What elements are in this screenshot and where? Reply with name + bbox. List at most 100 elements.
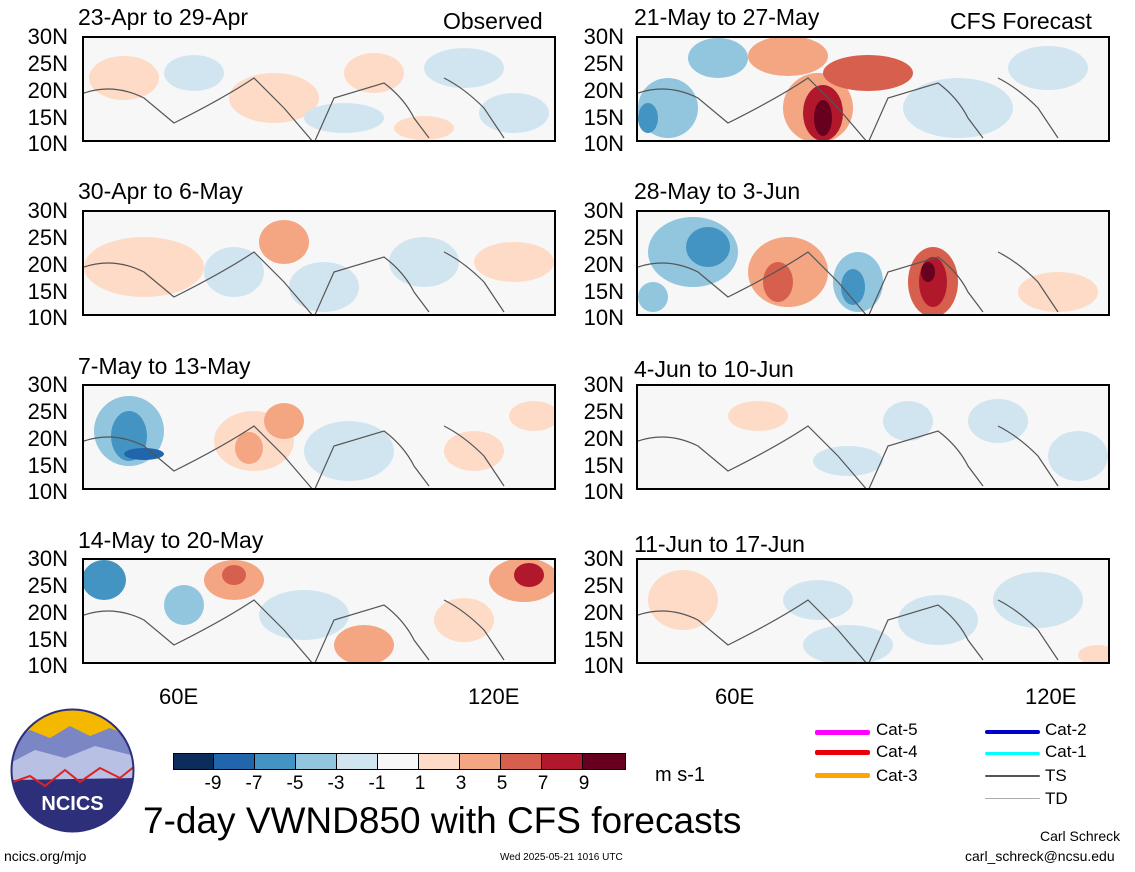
colorbar-label: -1 [368, 773, 386, 794]
lat-label: 30N [583, 546, 624, 571]
lat-label: 20N [583, 600, 624, 625]
footer-email: carl_schreck@ncsu.edu [965, 848, 1115, 864]
map-panel [636, 384, 1110, 490]
legend-label: Cat-4 [876, 742, 918, 761]
lat-label: 10N [583, 305, 624, 330]
legend-label: TD [1045, 789, 1068, 808]
lat-label: 30N [27, 372, 68, 397]
colorbar-swatch [582, 753, 626, 770]
legend-line-cat3 [815, 773, 870, 778]
lat-label: 15N [27, 627, 68, 652]
lat-label: 20N [583, 426, 624, 451]
map-panel [82, 210, 556, 316]
lat-label: 15N [583, 453, 624, 478]
colorbar-label: -7 [245, 773, 263, 794]
lat-label: 10N [583, 479, 624, 504]
panel-title: 30-Apr to 6-May [78, 178, 243, 204]
map-panel [636, 210, 1110, 316]
main-title: 7-day VWND850 with CFS forecasts [143, 800, 742, 841]
footer-timestamp: Wed 2025-05-21 1016 UTC [500, 852, 623, 863]
lon-label: 120E [1025, 684, 1077, 709]
lat-label: 15N [583, 105, 624, 130]
lat-label: 15N [27, 453, 68, 478]
map-panel [82, 384, 556, 490]
colorbar-label: 5 [496, 773, 508, 794]
colorbar-label: -9 [204, 773, 222, 794]
lat-label: 30N [583, 372, 624, 397]
lat-label: 30N [27, 198, 68, 223]
legend-line-td [985, 798, 1040, 799]
lat-label: 25N [583, 225, 624, 250]
lat-label: 10N [583, 653, 624, 678]
legend-line-cat1 [985, 752, 1040, 755]
legend-label: Cat-2 [1045, 720, 1087, 739]
legend-line-ts [985, 775, 1040, 777]
lat-label: 20N [27, 426, 68, 451]
lat-label: 30N [583, 198, 624, 223]
lon-label: 120E [468, 684, 520, 709]
colorbar-label: -3 [327, 773, 345, 794]
colorbar-label: 7 [537, 773, 549, 794]
lat-label: 15N [583, 627, 624, 652]
legend-label: TS [1045, 766, 1067, 785]
legend-label: Cat-1 [1045, 742, 1087, 761]
lat-label: 15N [583, 279, 624, 304]
colorbar-unit: m s-1 [655, 764, 705, 786]
colorbar-label: 9 [578, 773, 590, 794]
lat-label: 25N [583, 399, 624, 424]
lat-label: 25N [27, 51, 68, 76]
colorbar-swatch [173, 753, 214, 770]
map-panel [636, 36, 1110, 142]
colorbar-swatch [500, 753, 542, 770]
lat-label: 25N [583, 51, 624, 76]
panel-title: 11-Jun to 17-Jun [634, 531, 805, 557]
lat-label: 20N [27, 600, 68, 625]
footer-author: Carl Schreck [1040, 828, 1121, 844]
colorbar-label: 3 [455, 773, 467, 794]
panel-title: 21-May to 27-May [634, 4, 820, 30]
lon-label: 60E [159, 684, 199, 709]
colorbar-label: -5 [286, 773, 304, 794]
legend-line-cat5 [815, 730, 870, 735]
lat-label: 10N [27, 305, 68, 330]
footer-url: ncics.org/mjo [4, 848, 87, 864]
lat-label: 10N [27, 131, 68, 156]
map-panel [636, 558, 1110, 664]
lat-label: 10N [583, 131, 624, 156]
lat-label: 20N [27, 252, 68, 277]
map-panel [82, 558, 556, 664]
colorbar-label: 1 [414, 773, 426, 794]
lat-label: 15N [27, 279, 68, 304]
colorbar-swatch [541, 753, 583, 770]
legend-label: Cat-5 [876, 720, 918, 739]
lat-label: 20N [583, 252, 624, 277]
panel-title: 14-May to 20-May [78, 527, 264, 553]
lat-label: 25N [27, 225, 68, 250]
panel-title: 7-May to 13-May [78, 353, 251, 379]
colorbar-swatch [459, 753, 501, 770]
lat-label: 25N [583, 573, 624, 598]
colorbar-swatch [254, 753, 296, 770]
legend-line-cat2 [985, 730, 1040, 734]
map-panel [82, 36, 556, 142]
lat-label: 10N [27, 479, 68, 504]
lat-label: 20N [583, 78, 624, 103]
panel-title: 4-Jun to 10-Jun [634, 356, 794, 382]
lat-label: 10N [27, 653, 68, 678]
lat-label: 30N [27, 546, 68, 571]
panel-title: 28-May to 3-Jun [634, 178, 801, 204]
legend-line-cat4 [815, 750, 870, 755]
panel-title: 23-Apr to 29-Apr [78, 4, 249, 30]
lat-label: 30N [583, 24, 624, 49]
colorbar-swatch [295, 753, 337, 770]
lon-label: 60E [715, 684, 755, 709]
ncics-logo: NCICS [10, 708, 135, 833]
lat-label: 20N [27, 78, 68, 103]
colorbar-swatch [418, 753, 460, 770]
colorbar-swatch [377, 753, 419, 770]
lat-label: 30N [27, 24, 68, 49]
lat-label: 25N [27, 399, 68, 424]
panel-tag-observed: Observed [443, 8, 543, 34]
lat-label: 15N [27, 105, 68, 130]
lat-label: 25N [27, 573, 68, 598]
